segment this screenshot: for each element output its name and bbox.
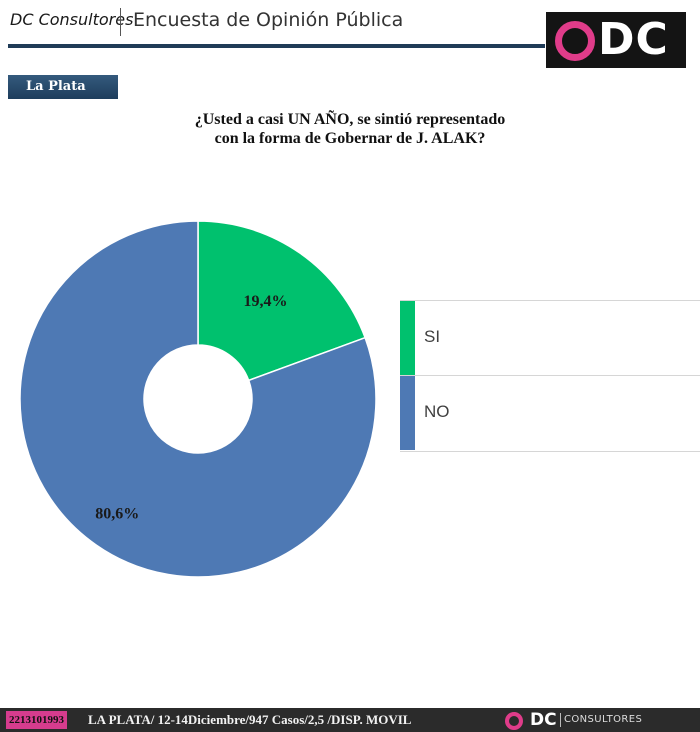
legend-swatch-si	[400, 301, 415, 375]
logo-ring-icon	[555, 21, 595, 61]
question-line-2: con la forma de Gobernar de J. ALAK?	[214, 130, 486, 147]
legend-label-no: NO	[424, 402, 450, 421]
footer-logo-ring-icon	[505, 712, 523, 730]
header: DC Consultores Encuesta de Opinión Públi…	[0, 0, 700, 70]
region-badge: La Plata	[8, 75, 118, 99]
slice-no	[19, 220, 377, 578]
brand-name: DC Consultores	[10, 10, 134, 29]
header-rule	[8, 44, 545, 48]
donut-chart: 19,4% 80,6%	[19, 220, 377, 578]
donut-slices	[19, 220, 377, 578]
header-divider	[120, 8, 121, 36]
legend-item-no: NO	[400, 375, 700, 450]
footer-logo-text: DC	[530, 710, 557, 730]
page-title: Encuesta de Opinión Pública	[133, 9, 404, 31]
legend-item-si: SI	[400, 301, 700, 375]
survey-question: ¿Usted a casi UN AÑO, se sintió represen…	[100, 110, 600, 148]
dc-logo: DC	[546, 12, 686, 68]
legend-swatch-no	[400, 376, 415, 450]
question-line-1: ¿Usted a casi UN AÑO, se sintió represen…	[194, 111, 506, 128]
data-label-no: 80,6%	[95, 505, 139, 522]
data-label-si: 19,4%	[244, 293, 288, 310]
slice-si	[197, 220, 367, 382]
chart-legend: SI NO	[400, 300, 700, 452]
footer-survey-info: LA PLATA/ 12-14Diciembre/947 Casos/2,5 /…	[88, 712, 412, 727]
donut-data-labels: 19,4% 80,6%	[95, 293, 287, 522]
footer-phone: 2213101993	[6, 711, 67, 729]
footer-bar: 2213101993 LA PLATA/ 12-14Diciembre/947 …	[0, 708, 700, 732]
legend-label-si: SI	[424, 327, 441, 346]
logo-text: DC	[598, 14, 669, 65]
footer-logo-word: CONSULTORES	[564, 714, 643, 725]
footer-logo-divider	[560, 713, 561, 727]
